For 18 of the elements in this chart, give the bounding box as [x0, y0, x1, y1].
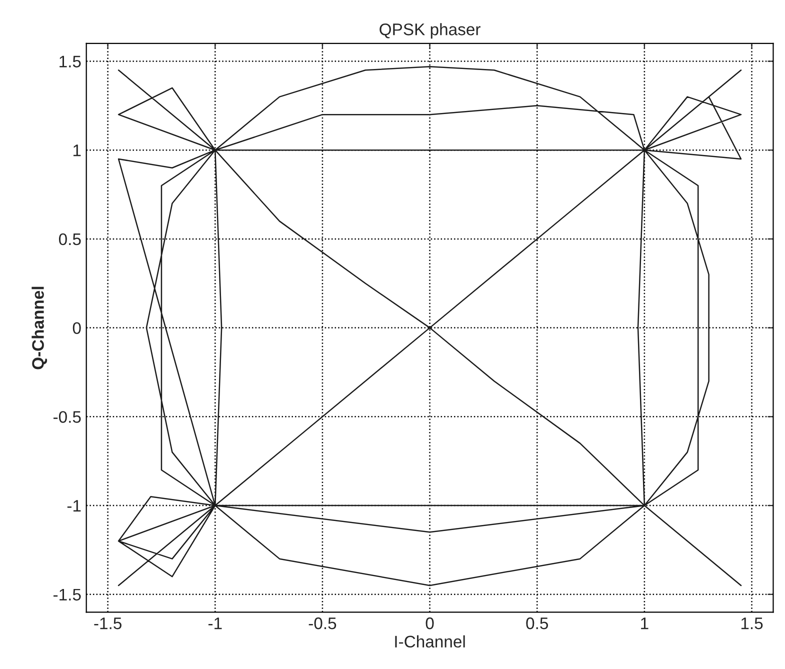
y-tick-label: -1	[67, 500, 81, 512]
x-tick-label: 0	[426, 617, 434, 630]
x-tick-label: 1.5	[741, 618, 763, 630]
y-tick-label: 1.5	[60, 56, 81, 68]
y-tick-label: 0	[72, 322, 81, 334]
line-series	[118, 66, 742, 586]
x-tick-label: -1	[208, 618, 222, 630]
x-tick-label: 0.5	[526, 617, 548, 630]
y-tick-label: 1	[73, 144, 81, 156]
x-tick-label: 1	[641, 618, 648, 630]
x-axis-title: I-Channel	[395, 635, 465, 648]
x-tick-label: -0.5	[308, 617, 336, 630]
y-tick-label: -1.5	[54, 588, 81, 601]
y-tick-label: 0.5	[58, 233, 81, 246]
y-tick-label: -0.5	[54, 411, 81, 423]
x-tick-label: -1.5	[94, 618, 122, 630]
y-axis-title: Q-Channel	[32, 286, 48, 370]
chart-title: QPSK phaser	[380, 23, 480, 39]
